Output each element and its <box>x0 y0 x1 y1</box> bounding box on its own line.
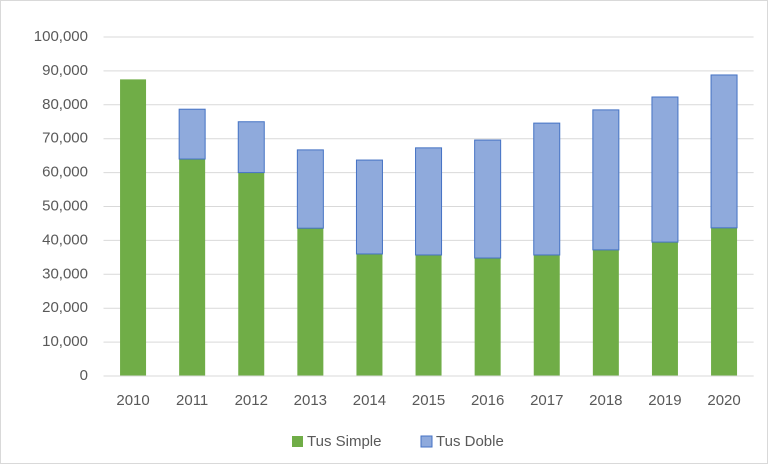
x-tick-label: 2014 <box>353 392 386 409</box>
bar <box>474 139 502 259</box>
bar <box>237 121 265 174</box>
bar <box>238 172 265 376</box>
bar <box>651 96 679 243</box>
bar <box>355 159 383 255</box>
y-tick-label: 30,000 <box>42 265 88 282</box>
x-tick-label: 2016 <box>471 392 504 409</box>
x-tick-label: 2020 <box>707 392 740 409</box>
legend-label: Tus Simple <box>307 433 381 450</box>
bar <box>592 249 619 376</box>
bar <box>178 108 206 160</box>
x-tick-label: 2013 <box>294 392 327 409</box>
bar <box>415 147 443 256</box>
bar <box>296 149 324 229</box>
bar <box>651 242 678 376</box>
legend-label: Tus Doble <box>436 433 504 450</box>
y-tick-label: 80,000 <box>42 96 88 113</box>
x-tick-label: 2015 <box>412 392 445 409</box>
legend-swatch <box>292 436 303 447</box>
x-tick-label: 2010 <box>116 392 149 409</box>
y-tick-label: 60,000 <box>42 164 88 181</box>
x-tick-label: 2012 <box>235 392 268 409</box>
x-tick-label: 2019 <box>648 392 681 409</box>
x-tick-label: 2018 <box>589 392 622 409</box>
bar <box>711 227 738 376</box>
y-tick-label: 10,000 <box>42 333 88 350</box>
y-tick-label: 50,000 <box>42 197 88 214</box>
y-tick-label: 70,000 <box>42 130 88 147</box>
bar <box>120 79 147 376</box>
legend-swatch <box>420 435 433 448</box>
x-tick-label: 2017 <box>530 392 563 409</box>
bar <box>710 74 738 229</box>
bar <box>533 122 561 256</box>
bar <box>356 253 383 376</box>
bar <box>415 254 442 376</box>
y-tick-label: 20,000 <box>42 299 88 316</box>
bar <box>592 109 620 251</box>
y-tick-label: 100,000 <box>34 28 88 45</box>
bar <box>474 258 501 376</box>
x-tick-label: 2011 <box>176 392 208 409</box>
bar <box>533 254 560 376</box>
bar <box>179 159 206 376</box>
bar <box>297 228 324 376</box>
y-tick-label: 90,000 <box>42 62 88 79</box>
y-tick-label: 0 <box>80 367 88 384</box>
y-tick-label: 40,000 <box>42 231 88 248</box>
